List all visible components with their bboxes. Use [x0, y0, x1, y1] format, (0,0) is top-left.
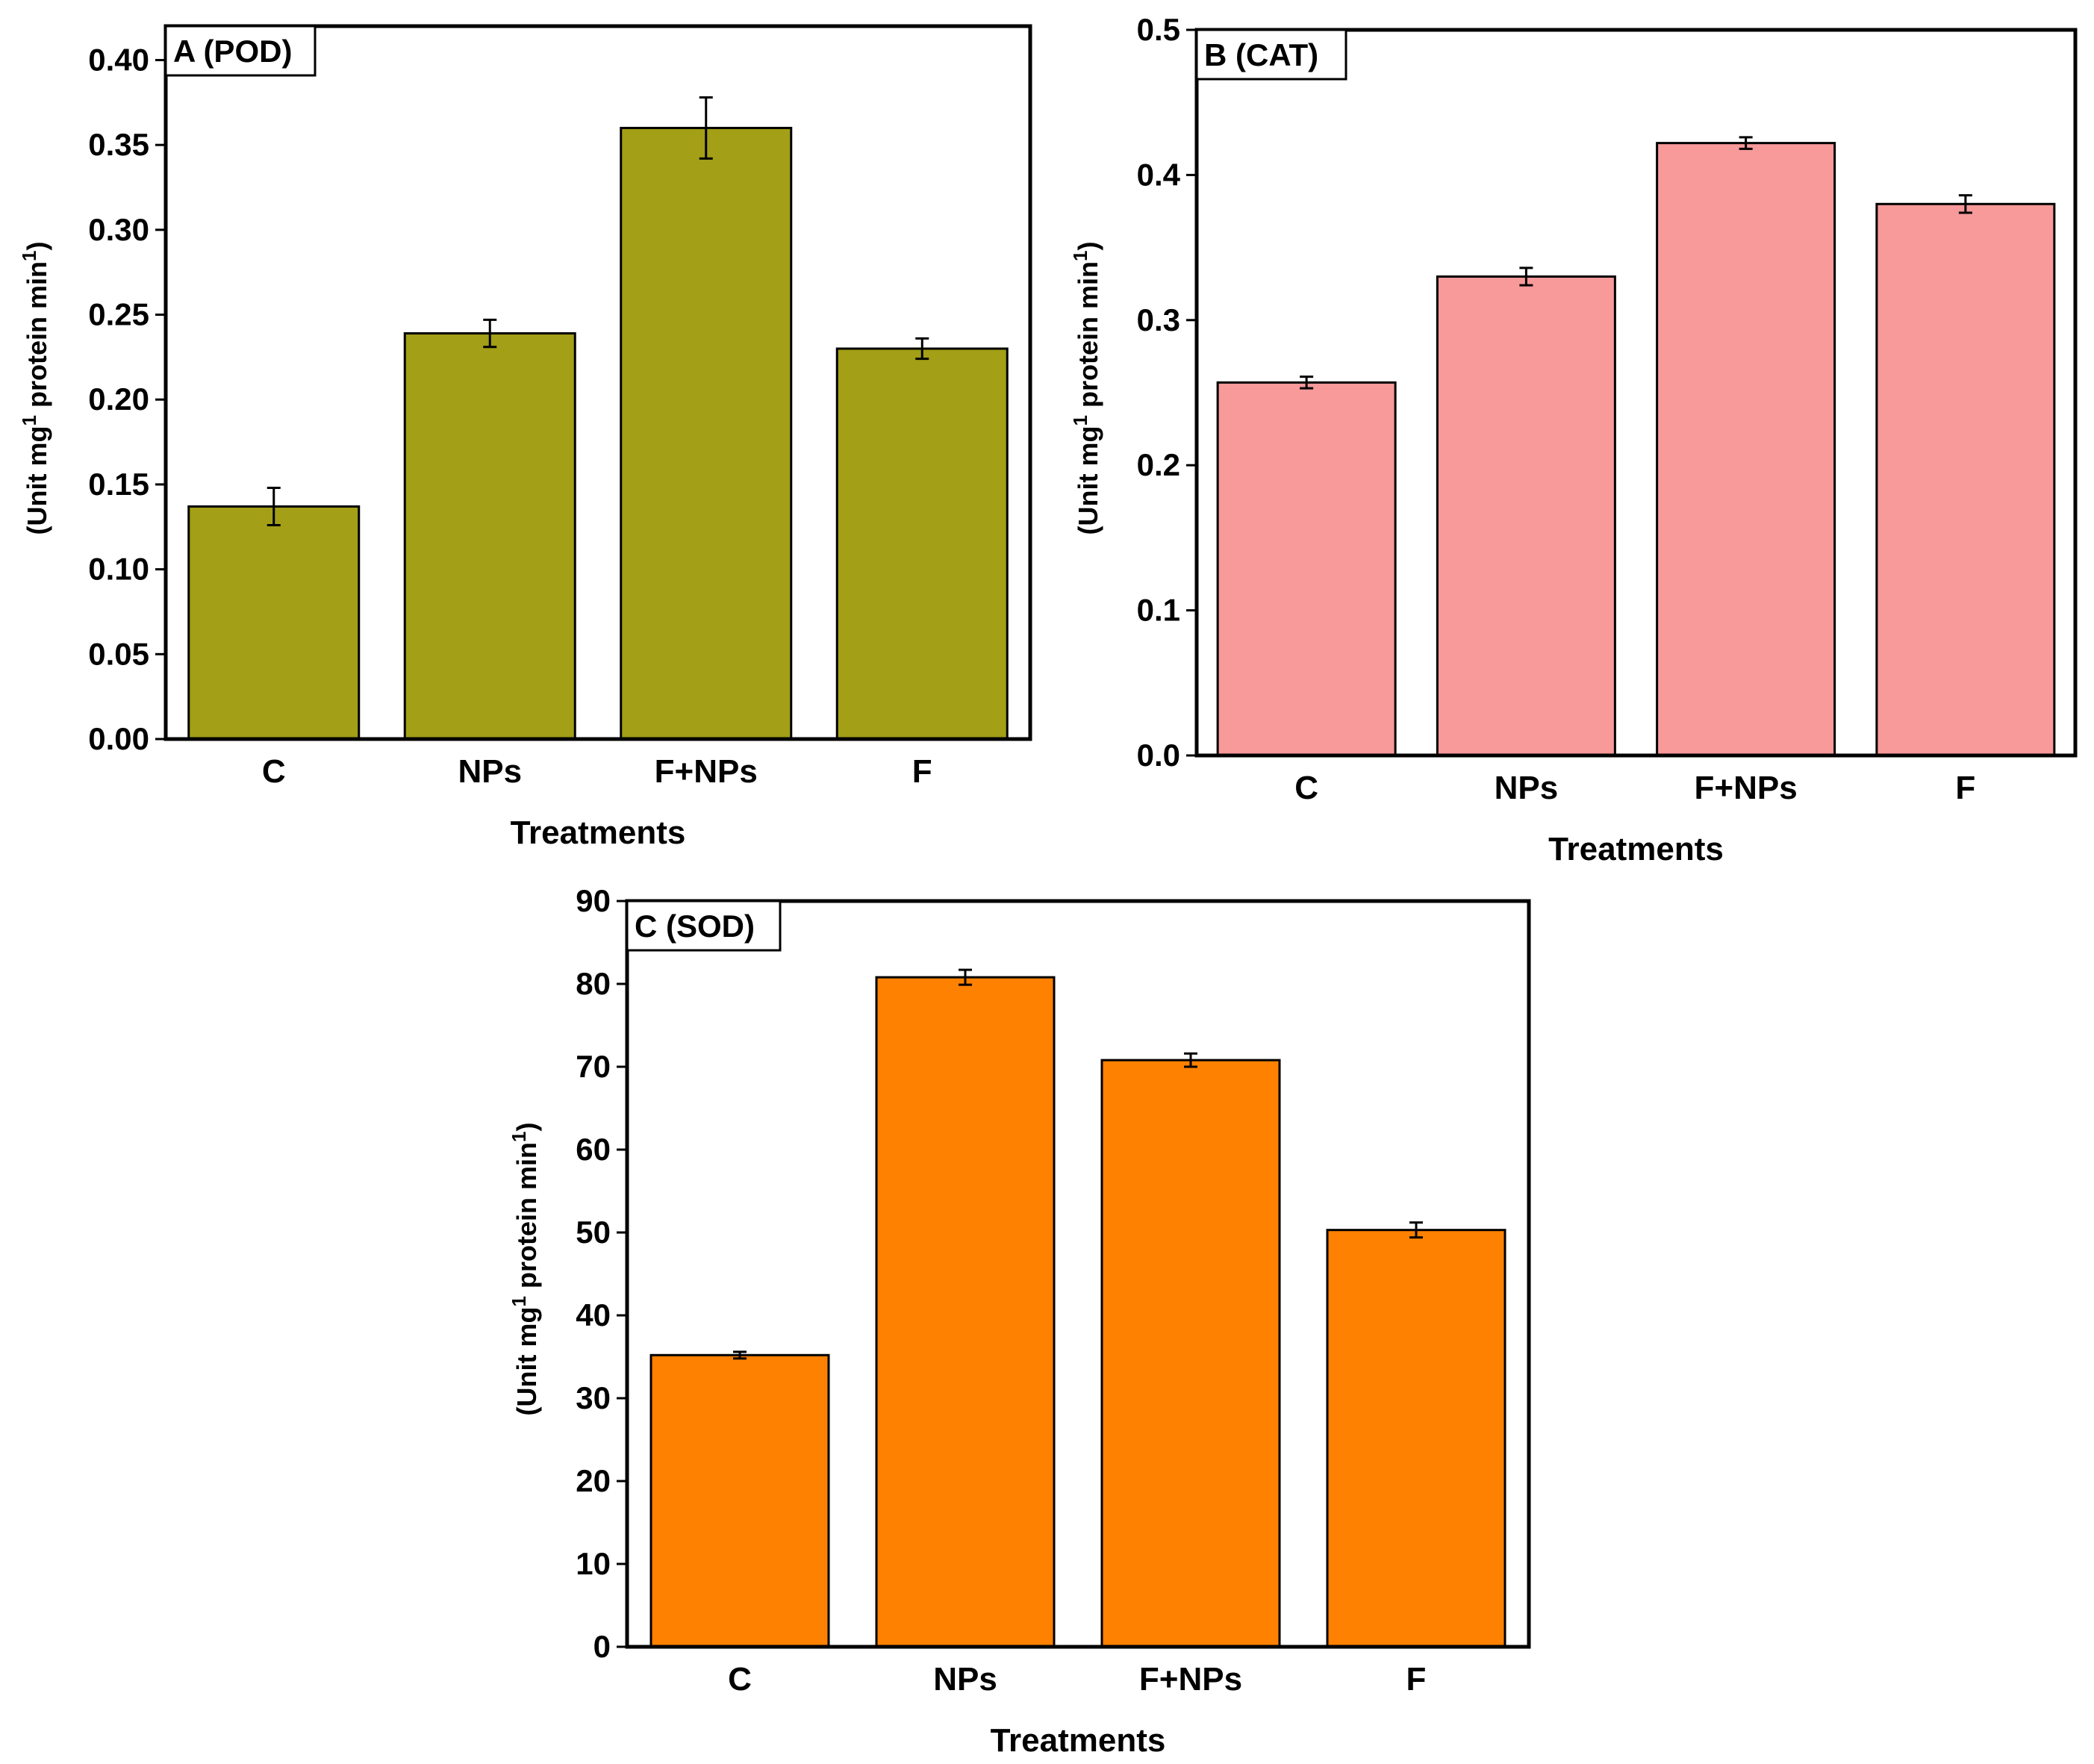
panel-c-bar-nps	[875, 976, 1056, 1648]
panel-b-bar-f-plus-nps	[1656, 142, 1836, 757]
y-axis-title-part: )	[22, 242, 52, 251]
panel-c-y-tick-label: 30	[576, 1380, 611, 1415]
title-box-frame	[1195, 28, 1347, 81]
y-axis-title-superscript: 1	[508, 1296, 530, 1306]
panel-c-title-box: C (SOD)	[626, 900, 782, 952]
panel-c-y-tick-label: 60	[576, 1132, 611, 1167]
panel-a-bar-nps	[403, 332, 576, 741]
panel-b-error-bar-0	[1300, 375, 1314, 390]
panel-c-y-tick-label: 0	[593, 1629, 611, 1664]
panel-a-y-tick-label: 0.20	[88, 381, 149, 417]
panel-a-bar-f-plus-nps	[620, 126, 793, 741]
panel-c-y-tick-label: 80	[576, 966, 611, 1001]
panel-b-plot-frame	[1194, 28, 2078, 758]
panel-a-error-bar-1	[483, 318, 497, 349]
y-axis-title-superscript: 1	[1069, 415, 1091, 426]
panel-c-bar-c	[649, 1353, 830, 1648]
panel-c-y-tick-label: 90	[576, 883, 611, 918]
panel-b-bar-f	[1875, 202, 2056, 757]
panel-b-cat-chart: C NPs F+NPs F 0.0 0.1 0.2 0.3 0.4 0.5 B (CAT) Treat…	[1069, 12, 2078, 867]
y-axis-title-part: (Unit mg	[22, 426, 52, 535]
panel-a-error-bar-3	[915, 337, 929, 361]
panel-c-error-bar-2	[1184, 1052, 1197, 1068]
panel-c-x-axis-title: Treatments	[991, 1722, 1166, 1759]
y-axis-title-superscript: 1	[508, 1132, 530, 1142]
panel-a-pod-chart: C NPs F+NPs F 0.00 0.05 0.10 0.15 0.20 0.25 0.30 0.…	[18, 24, 1032, 851]
panel-a-category-label: F	[912, 753, 932, 790]
panel-c-bar-f	[1326, 1229, 1506, 1648]
panel-b-y-tick-label: 0.5	[1137, 12, 1180, 47]
y-axis-title-part: )	[1073, 242, 1103, 251]
panel-b-x-axis-title: Treatments	[1548, 831, 1724, 867]
y-axis-title-part: )	[511, 1123, 542, 1132]
panel-c-bar-f-plus-nps	[1100, 1059, 1281, 1648]
panel-b-title-box: B (CAT)	[1195, 28, 1347, 81]
y-axis-title-superscript: 1	[18, 415, 40, 426]
panel-a-title: A (POD)	[173, 34, 292, 69]
panel-a-y-tick-label: 0.00	[88, 721, 149, 756]
panel-a-error-bar-2	[699, 96, 713, 160]
y-axis-title-part: (Unit mg	[1073, 426, 1103, 535]
panel-a-bar-c	[187, 505, 361, 741]
panel-c-y-tick-label: 70	[576, 1049, 611, 1084]
y-axis-title-part: protein min	[1073, 261, 1103, 415]
panel-b-error-bar-1	[1519, 267, 1533, 287]
panel-c-category-label: F	[1406, 1661, 1427, 1698]
panel-c-y-tick-label: 20	[576, 1463, 611, 1498]
panel-c-y-tick-label: 50	[576, 1215, 611, 1250]
panel-b-bar-c	[1216, 381, 1397, 757]
panel-c-category-label: C	[728, 1661, 752, 1698]
panel-b-category-label: NPs	[1495, 770, 1559, 806]
title-box-frame	[164, 25, 317, 77]
panel-c-title: C (SOD)	[635, 909, 755, 944]
panel-a-error-bar-0	[267, 486, 281, 526]
panel-a-y-tick-label: 0.05	[88, 636, 149, 671]
panel-a-y-tick-label: 0.25	[88, 297, 149, 332]
panel-c-y-tick-label: 40	[576, 1297, 611, 1333]
panel-c-plot-frame	[625, 899, 1531, 1649]
panel-a-plot-frame	[163, 24, 1032, 741]
panel-b-y-tick-label: 0.1	[1137, 593, 1180, 628]
y-axis-title-part: protein min	[22, 261, 52, 415]
panel-b-error-bar-2	[1739, 136, 1753, 150]
panel-a-y-axis-title: (Unit mg1 protein min1)	[18, 242, 52, 535]
panel-a-title-box: A (POD)	[164, 25, 317, 77]
panel-a-category-label: NPs	[458, 753, 522, 790]
panel-b-y-tick-label: 0.0	[1137, 738, 1180, 773]
panel-b-y-axis-title: (Unit mg1 protein min1)	[1069, 242, 1103, 535]
panel-a-x-axis-title: Treatments	[511, 814, 686, 851]
panel-a-category-label: F+NPs	[655, 753, 758, 790]
panel-a-y-tick-label: 0.35	[88, 127, 149, 162]
y-axis-title-part: (Unit mg	[511, 1306, 542, 1415]
panel-b-bar-nps	[1436, 275, 1616, 757]
y-axis-title-superscript: 1	[18, 251, 40, 261]
panel-a-y-tick-label: 0.30	[88, 212, 149, 247]
panel-c-error-bar-0	[733, 1350, 747, 1360]
panel-c-sod-chart: C NPs F+NPs F 0 10 20 30 40 50 60 70 80 90 C (SOD) Trea…	[508, 883, 1531, 1759]
panel-b-title: B (CAT)	[1204, 37, 1318, 72]
panel-b-category-label: C	[1294, 770, 1318, 806]
y-axis-title-superscript: 1	[1069, 251, 1091, 261]
panel-b-category-label: F	[1955, 770, 1975, 806]
panel-a-y-tick-label: 0.40	[88, 42, 149, 77]
panel-b-y-tick-label: 0.4	[1137, 157, 1181, 192]
panel-b-y-tick-label: 0.2	[1137, 447, 1180, 482]
panel-c-category-label: F+NPs	[1139, 1661, 1242, 1698]
panel-c-y-tick-label: 10	[576, 1546, 611, 1581]
panel-a-bar-f	[835, 347, 1009, 741]
panel-a-y-tick-label: 0.10	[88, 552, 149, 587]
panel-c-error-bar-1	[959, 968, 972, 986]
title-box-frame	[626, 900, 782, 952]
panel-c-category-label: NPs	[933, 1661, 997, 1698]
y-axis-title-part: protein min	[511, 1142, 542, 1296]
panel-b-y-tick-label: 0.3	[1137, 302, 1180, 337]
panel-a-category-label: C	[262, 753, 286, 790]
panel-c-y-axis-title: (Unit mg1 protein min1)	[508, 1123, 542, 1416]
panel-b-category-label: F+NPs	[1695, 770, 1798, 806]
panel-a-y-tick-label: 0.15	[88, 467, 149, 502]
panel-c-error-bar-3	[1409, 1221, 1423, 1239]
panel-b-error-bar-3	[1958, 194, 1972, 214]
